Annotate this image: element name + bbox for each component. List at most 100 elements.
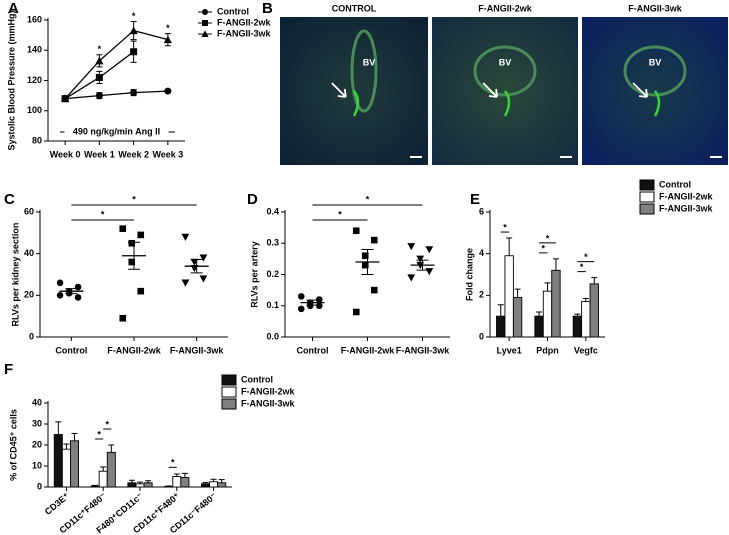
bar bbox=[180, 477, 190, 488]
image-title: F-ANGII-2wk bbox=[478, 3, 532, 13]
legend-swatch bbox=[221, 374, 237, 386]
bar bbox=[127, 482, 137, 488]
x-tick-label: Week 2 bbox=[118, 149, 149, 159]
arrow bbox=[331, 82, 347, 98]
bar bbox=[61, 448, 71, 488]
point bbox=[199, 275, 208, 283]
lymphatic bbox=[503, 90, 511, 117]
panel-label: C bbox=[4, 191, 15, 208]
point bbox=[137, 231, 145, 239]
error-bar bbox=[416, 259, 429, 271]
y-tick-label: 80 bbox=[32, 135, 42, 145]
point bbox=[128, 239, 136, 247]
series-line bbox=[65, 90, 168, 100]
point bbox=[95, 73, 103, 81]
point bbox=[119, 225, 127, 232]
point bbox=[164, 87, 172, 95]
x-tick-label: Week 0 bbox=[50, 149, 81, 159]
point bbox=[297, 293, 305, 300]
significance: * bbox=[366, 194, 370, 204]
significance: * bbox=[166, 23, 170, 33]
point bbox=[370, 236, 378, 244]
significance: * bbox=[132, 194, 136, 204]
x-tick-label: F-ANGII-2wk bbox=[107, 345, 161, 355]
y-tick-label: 6 bbox=[479, 206, 484, 216]
significance: * bbox=[98, 44, 102, 54]
y-tick-label: 160 bbox=[27, 14, 42, 24]
bar bbox=[581, 301, 591, 338]
point bbox=[163, 35, 172, 44]
point bbox=[129, 26, 138, 35]
bar bbox=[572, 315, 583, 338]
error-bar bbox=[181, 472, 188, 478]
significance: * bbox=[546, 233, 550, 243]
bar bbox=[69, 440, 79, 488]
scale-bar bbox=[410, 156, 422, 158]
legend-label: F-ANGII-2wk bbox=[241, 386, 295, 396]
x-tick-label: Control bbox=[297, 345, 329, 355]
y-tick-label: 60 bbox=[24, 206, 34, 216]
point bbox=[74, 294, 82, 301]
point bbox=[407, 274, 416, 282]
point bbox=[56, 292, 64, 299]
error-bar bbox=[190, 259, 203, 274]
significance: * bbox=[132, 11, 136, 21]
y-tick-label: 0 bbox=[479, 331, 484, 341]
point bbox=[416, 255, 425, 263]
image-label: BV bbox=[649, 57, 662, 67]
y-tick-label: 20 bbox=[32, 439, 42, 449]
bar bbox=[90, 485, 100, 488]
bar bbox=[172, 476, 182, 488]
x-tick-label: Control bbox=[55, 345, 87, 355]
point bbox=[74, 283, 82, 291]
significance: * bbox=[542, 243, 546, 253]
x-tick-label: Week 1 bbox=[84, 149, 115, 159]
bar bbox=[512, 296, 523, 338]
x-tick-label: F-ANGII-3wk bbox=[170, 345, 224, 355]
x-tick-label: CD3E⁺ bbox=[43, 491, 72, 517]
x-tick-label: Lyve1 bbox=[497, 345, 522, 355]
image-label: BV bbox=[499, 57, 512, 67]
y-tick-label: 0.0 bbox=[266, 331, 279, 341]
point bbox=[199, 254, 208, 262]
significance: * bbox=[584, 252, 588, 262]
point bbox=[61, 94, 70, 103]
panel-label: B bbox=[262, 0, 273, 17]
legend-label: F-ANGII-2wk bbox=[217, 17, 271, 27]
error-bar bbox=[544, 282, 551, 292]
significance: * bbox=[105, 419, 109, 429]
legend-label: F-ANGII-3wk bbox=[659, 203, 713, 213]
y-tick-label: 0 bbox=[37, 481, 42, 491]
vessel bbox=[473, 45, 537, 97]
x-tick-label: Week 3 bbox=[152, 149, 183, 159]
y-tick-label: 20 bbox=[24, 290, 34, 300]
legend-marker bbox=[202, 9, 208, 15]
legend-label: F-ANGII-2wk bbox=[659, 191, 713, 201]
bar bbox=[542, 290, 553, 338]
significance: * bbox=[101, 209, 105, 219]
error-bar bbox=[218, 479, 225, 483]
point bbox=[352, 308, 360, 316]
scale-bar bbox=[710, 156, 722, 158]
annotation: 490 ng/kg/min Ang II bbox=[73, 126, 160, 136]
point bbox=[306, 302, 314, 310]
error-bar bbox=[514, 288, 521, 298]
significance: * bbox=[171, 458, 175, 468]
significance: * bbox=[503, 222, 507, 232]
error-bar bbox=[100, 466, 107, 472]
image-label: BV bbox=[363, 57, 376, 67]
legend-label: Control bbox=[217, 6, 249, 16]
error-bar bbox=[536, 311, 543, 317]
x-tick-label: F-ANGII-2wk bbox=[341, 345, 395, 355]
point bbox=[56, 279, 64, 287]
error-bar bbox=[497, 304, 504, 317]
point bbox=[361, 261, 369, 269]
y-axis-label: Systolic Blood Pressure (mmHg) bbox=[6, 10, 16, 150]
legend-label: F-ANGII-3wk bbox=[241, 398, 295, 408]
significance: * bbox=[338, 209, 342, 219]
point bbox=[181, 279, 190, 287]
bar bbox=[534, 315, 544, 338]
lymphatic bbox=[352, 90, 360, 117]
y-tick-label: 120 bbox=[27, 75, 42, 85]
bar bbox=[143, 482, 153, 488]
